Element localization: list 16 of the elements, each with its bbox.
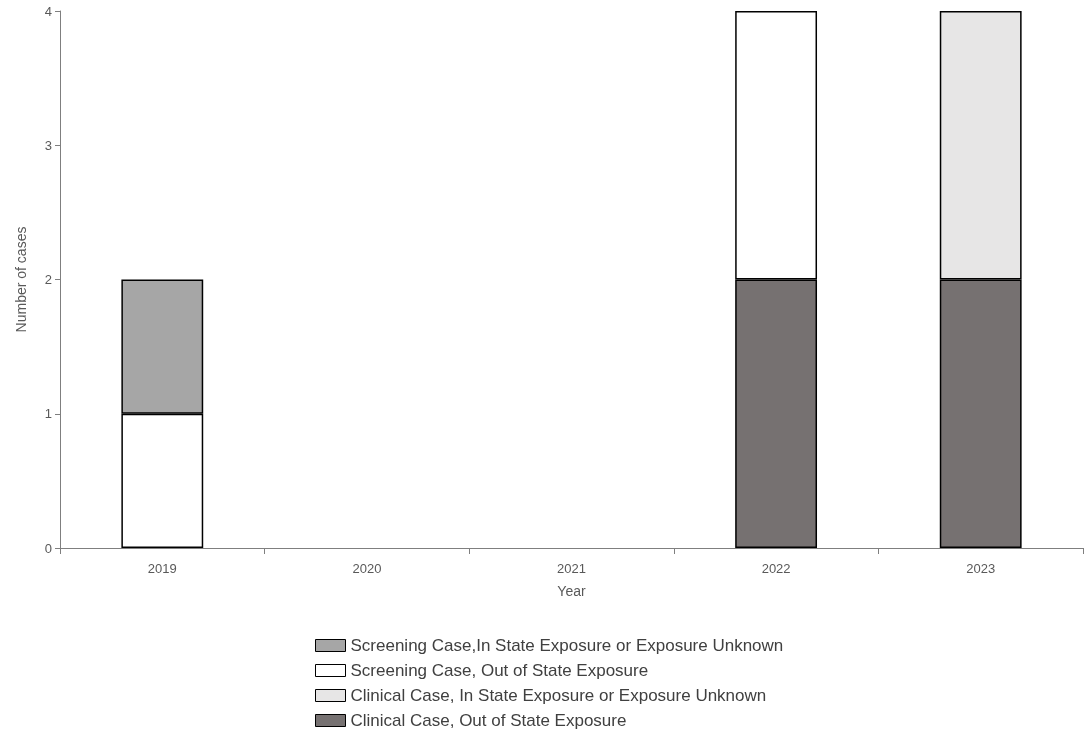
y-tick-label: 2 <box>44 272 52 287</box>
x-tick-label: 2021 <box>557 561 586 576</box>
y-tick-label: 0 <box>44 540 52 556</box>
x-axis-title: Year <box>557 583 586 599</box>
legend-label: Screening Case,In State Exposure or Exposure Unknown <box>350 636 784 655</box>
legend-label: Clinical Case, Out of State Exposure <box>350 711 627 730</box>
x-tick-label: 2022 <box>761 561 791 576</box>
x-tick-label: 2020 <box>352 561 382 576</box>
y-axis-title: Number of cases <box>13 226 29 333</box>
y-tick-label: 3 <box>44 137 52 153</box>
y-tick-label: 1 <box>44 406 52 422</box>
legend-label: Screening Case, Out of State Exposure <box>350 661 649 680</box>
y-tick-label: 4 <box>44 3 52 19</box>
x-tick-label: 2019 <box>147 561 177 576</box>
legend-label: Clinical Case, In State Exposure or Exposure Unknown <box>350 686 767 705</box>
x-tick-label: 2023 <box>966 561 996 576</box>
